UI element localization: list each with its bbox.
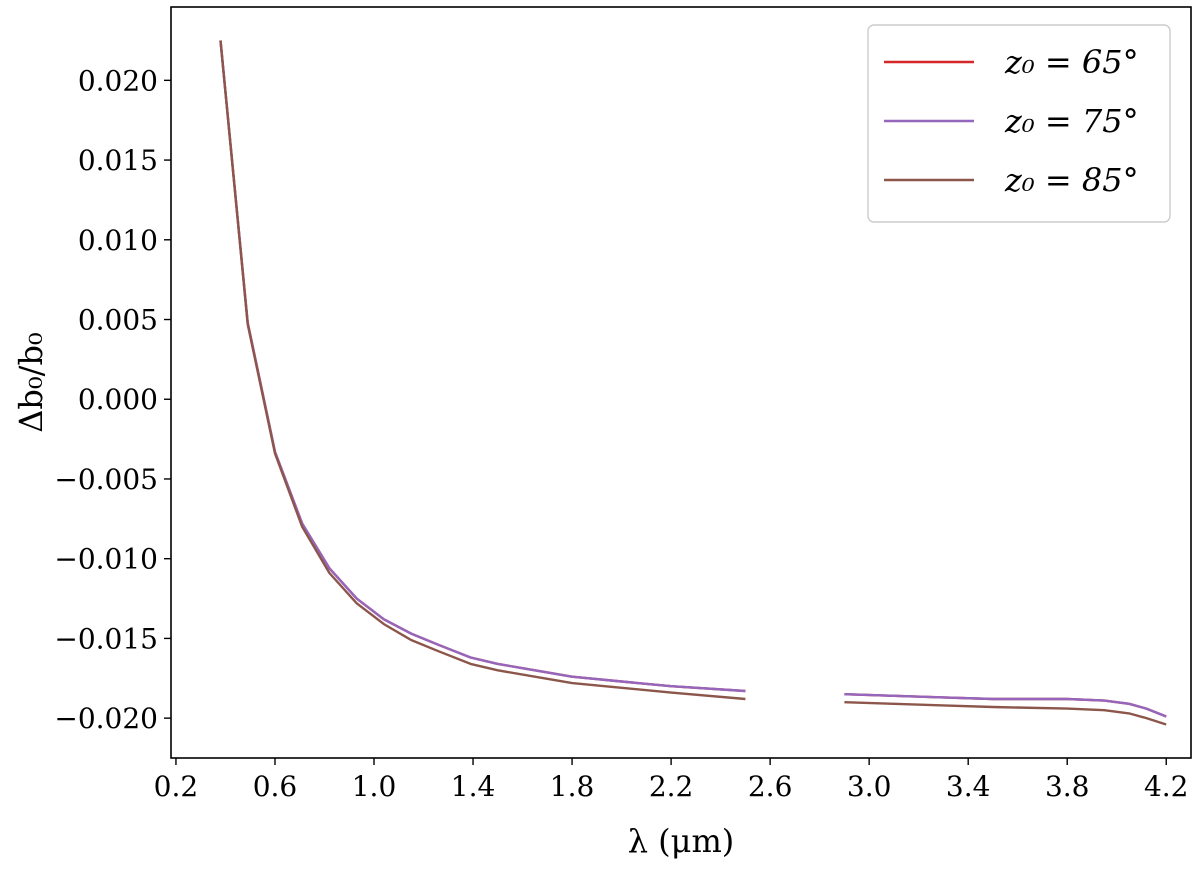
- series-line-3-segment-1: [219, 40, 746, 701]
- legend-label: z₀ = 65°: [1004, 43, 1139, 81]
- series-layer: [219, 40, 1167, 726]
- y-tick-label: 0.020: [78, 64, 158, 97]
- y-tick-label: −0.010: [54, 543, 158, 576]
- x-tick-label: 3.8: [1045, 770, 1090, 803]
- x-axis: 0.2 0.6 1.0 1.4 1.8 2.2 2.6 3.0 3.4 3.8 4.2: [154, 758, 1189, 803]
- legend: z₀ = 65° z₀ = 75° z₀ = 85°: [867, 24, 1171, 223]
- series-line-3-segment-2: [844, 701, 1167, 726]
- y-axis: 0.020 0.015 0.010 0.005 0.000 −0.005 −0.010 −0.…: [54, 64, 171, 735]
- y-tick-label: −0.005: [54, 463, 158, 496]
- x-tick-label: 0.2: [154, 770, 199, 803]
- x-tick-label: 0.6: [253, 770, 298, 803]
- y-tick-label: 0.010: [78, 224, 158, 257]
- x-tick-label: 3.4: [946, 770, 991, 803]
- x-tick-label: 1.8: [550, 770, 595, 803]
- x-tick-label: 4.2: [1144, 770, 1189, 803]
- series-line-2-segment-1: [219, 40, 746, 693]
- legend-label: z₀ = 75°: [1004, 102, 1139, 140]
- x-tick-label: 2.2: [649, 770, 694, 803]
- y-axis-title: Δb₀/b₀: [12, 332, 50, 433]
- y-tick-label: 0.015: [78, 144, 158, 177]
- x-tick-label: 1.0: [352, 770, 397, 803]
- y-tick-label: 0.005: [78, 304, 158, 337]
- y-tick-label: −0.015: [54, 622, 158, 655]
- x-tick-label: 1.4: [451, 770, 496, 803]
- x-tick-label: 3.0: [847, 770, 892, 803]
- series-line-2-segment-2: [844, 693, 1167, 718]
- legend-frame: [867, 24, 1171, 223]
- plot-area-frame: [170, 6, 1192, 759]
- y-tick-label: 0.000: [78, 383, 158, 416]
- x-axis-title: λ (μm): [628, 822, 735, 860]
- x-tick-label: 2.6: [748, 770, 793, 803]
- legend-label: z₀ = 85°: [1004, 161, 1139, 199]
- y-tick-label: −0.020: [54, 702, 158, 735]
- series-line-1-segment-1: [219, 40, 746, 693]
